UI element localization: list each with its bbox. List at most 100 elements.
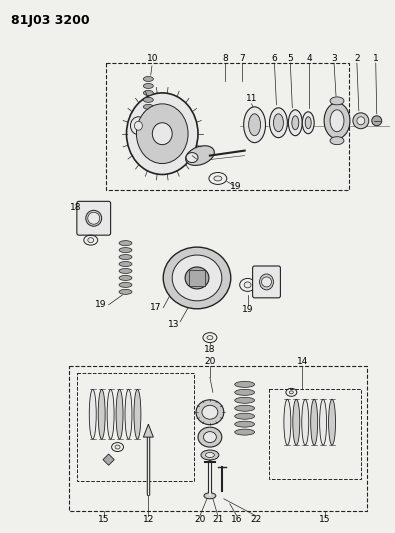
Ellipse shape	[119, 262, 132, 266]
Text: 20: 20	[194, 515, 206, 524]
Ellipse shape	[143, 98, 153, 102]
Ellipse shape	[235, 405, 255, 411]
Text: 17: 17	[150, 303, 161, 312]
Ellipse shape	[214, 176, 222, 181]
Text: 22: 22	[250, 515, 261, 524]
Ellipse shape	[284, 399, 291, 445]
Ellipse shape	[185, 267, 209, 289]
Ellipse shape	[330, 97, 344, 105]
Bar	[189, 270, 205, 286]
Ellipse shape	[143, 104, 153, 109]
Text: 11: 11	[246, 94, 258, 103]
Text: 14: 14	[297, 357, 308, 366]
Ellipse shape	[134, 389, 141, 439]
Circle shape	[353, 113, 369, 129]
Text: 10: 10	[147, 54, 158, 62]
Ellipse shape	[244, 282, 251, 288]
Ellipse shape	[269, 108, 288, 138]
Ellipse shape	[293, 399, 300, 445]
Ellipse shape	[302, 112, 314, 134]
Polygon shape	[143, 424, 153, 437]
Ellipse shape	[116, 389, 123, 439]
Text: 18: 18	[204, 345, 216, 354]
Ellipse shape	[273, 114, 283, 132]
Bar	[269, 389, 361, 479]
Ellipse shape	[143, 84, 153, 88]
Text: 7: 7	[239, 54, 245, 62]
Ellipse shape	[235, 397, 255, 403]
Ellipse shape	[202, 405, 218, 419]
Ellipse shape	[88, 238, 94, 243]
Ellipse shape	[143, 111, 153, 116]
Ellipse shape	[330, 136, 344, 144]
Ellipse shape	[143, 77, 153, 82]
Circle shape	[261, 277, 271, 287]
Ellipse shape	[119, 282, 132, 287]
Bar	[103, 454, 114, 465]
Ellipse shape	[152, 123, 172, 144]
Ellipse shape	[235, 421, 255, 427]
Ellipse shape	[134, 122, 142, 130]
Text: 2: 2	[354, 54, 360, 62]
Ellipse shape	[305, 117, 311, 129]
Ellipse shape	[196, 400, 224, 425]
Ellipse shape	[292, 116, 299, 130]
Ellipse shape	[205, 453, 214, 457]
Circle shape	[372, 116, 382, 126]
Text: 12: 12	[143, 515, 154, 524]
Ellipse shape	[244, 107, 265, 143]
Ellipse shape	[119, 255, 132, 260]
Ellipse shape	[163, 247, 231, 309]
Ellipse shape	[288, 110, 302, 136]
Text: 19: 19	[242, 305, 254, 314]
Text: 15: 15	[98, 515, 109, 524]
Bar	[69, 367, 367, 511]
Ellipse shape	[235, 382, 255, 387]
Text: 18: 18	[70, 203, 82, 212]
Ellipse shape	[119, 276, 132, 280]
Ellipse shape	[198, 427, 222, 447]
Ellipse shape	[119, 240, 132, 246]
Text: 6: 6	[272, 54, 277, 62]
Text: 1: 1	[373, 54, 379, 62]
Ellipse shape	[119, 269, 132, 273]
Ellipse shape	[201, 450, 219, 460]
Text: 15: 15	[319, 515, 331, 524]
Text: 19: 19	[95, 300, 106, 309]
Ellipse shape	[324, 103, 350, 139]
Ellipse shape	[89, 389, 96, 439]
Ellipse shape	[204, 493, 216, 499]
Ellipse shape	[290, 391, 293, 394]
Ellipse shape	[119, 289, 132, 294]
Ellipse shape	[207, 336, 213, 340]
Ellipse shape	[330, 110, 344, 132]
Ellipse shape	[320, 399, 327, 445]
Ellipse shape	[235, 389, 255, 395]
Ellipse shape	[143, 118, 153, 123]
Ellipse shape	[186, 152, 198, 163]
Ellipse shape	[311, 399, 318, 445]
Text: 13: 13	[168, 320, 180, 329]
Ellipse shape	[98, 389, 105, 439]
Ellipse shape	[235, 413, 255, 419]
FancyBboxPatch shape	[253, 266, 280, 298]
Circle shape	[357, 117, 365, 125]
Text: 20: 20	[204, 357, 216, 366]
Ellipse shape	[119, 248, 132, 253]
Bar	[77, 374, 194, 481]
Ellipse shape	[302, 399, 309, 445]
Ellipse shape	[248, 114, 261, 136]
Ellipse shape	[136, 104, 188, 164]
Text: 8: 8	[222, 54, 228, 62]
Ellipse shape	[86, 211, 102, 226]
Ellipse shape	[186, 146, 214, 165]
Ellipse shape	[126, 93, 198, 174]
Text: 5: 5	[288, 54, 293, 62]
FancyBboxPatch shape	[77, 201, 111, 235]
Circle shape	[88, 212, 100, 224]
Ellipse shape	[125, 389, 132, 439]
Bar	[105, 63, 349, 190]
Ellipse shape	[203, 432, 216, 442]
Ellipse shape	[172, 255, 222, 301]
Text: 21: 21	[212, 515, 224, 524]
